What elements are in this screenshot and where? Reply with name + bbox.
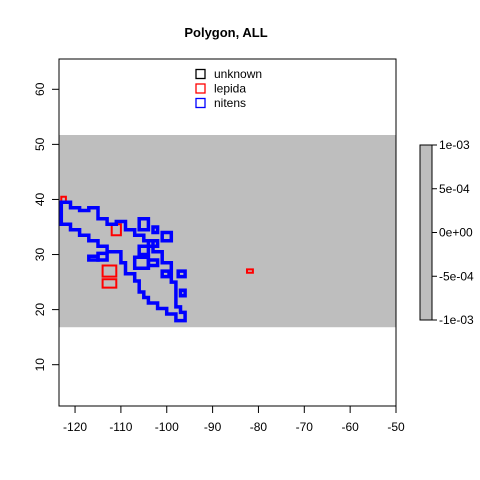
y-axis: 10 20 30 40 50 60 xyxy=(33,82,60,372)
nitens-polygon xyxy=(146,258,160,268)
legend-swatch-unknown xyxy=(195,68,206,80)
legend-label-nitens: nitens xyxy=(214,96,246,110)
nitens-polygon xyxy=(87,254,100,262)
x-tick-label: -100 xyxy=(155,420,179,434)
polygon-layer xyxy=(59,195,254,323)
nitens-polygon xyxy=(137,244,151,257)
chart-title: Polygon, ALL xyxy=(184,25,267,40)
x-tick-label: -60 xyxy=(341,420,359,434)
series-nitens xyxy=(59,200,187,323)
lepida-polygon xyxy=(101,264,118,278)
legend-swatch-lepida xyxy=(195,83,206,94)
nitens-polygon xyxy=(59,200,187,323)
x-axis: -120 -110 -100 -90 -80 -70 -60 -50 xyxy=(63,405,405,434)
legend-swatch-nitens xyxy=(195,97,206,109)
colorbar: 1e-03 5e-04 0e+00 -5e-04 -1e-03 xyxy=(419,138,474,327)
nitens-polygon xyxy=(178,288,187,298)
y-tick-label: 60 xyxy=(33,82,47,96)
x-tick-label: -110 xyxy=(109,420,132,434)
colorbar-label: -5e-04 xyxy=(439,269,474,283)
nitens-polygon xyxy=(160,230,174,243)
nitens-polygon xyxy=(151,225,160,235)
nitens-polygon xyxy=(146,239,160,249)
y-tick-label: 40 xyxy=(33,192,47,206)
y-tick-label: 50 xyxy=(33,137,47,151)
colorbar-label: 0e+00 xyxy=(439,226,473,240)
colorbar-label: 1e-03 xyxy=(439,138,470,152)
nitens-polygon xyxy=(160,269,171,279)
legend-label-unknown: unknown xyxy=(214,67,262,81)
y-tick-label: 20 xyxy=(33,303,47,317)
y-tick-label: 10 xyxy=(33,358,47,372)
value-band xyxy=(59,135,396,328)
lepida-polygon xyxy=(246,268,254,274)
nitens-polygon xyxy=(132,255,151,271)
colorbar-label: -1e-03 xyxy=(439,313,474,327)
x-tick-label: -80 xyxy=(250,420,268,434)
colorbar-label: 5e-04 xyxy=(439,182,470,196)
x-tick-label: -50 xyxy=(387,420,405,434)
colorbar-bar xyxy=(419,144,433,321)
x-tick-label: -120 xyxy=(63,420,87,434)
lepida-polygon xyxy=(101,278,118,289)
legend-label-lepida: lepida xyxy=(214,82,246,96)
y-tick-label: 30 xyxy=(33,248,47,262)
x-tick-label: -70 xyxy=(296,420,314,434)
x-tick-label: -90 xyxy=(204,420,222,434)
nitens-polygon xyxy=(137,216,151,232)
nitens-polygon xyxy=(176,269,187,279)
